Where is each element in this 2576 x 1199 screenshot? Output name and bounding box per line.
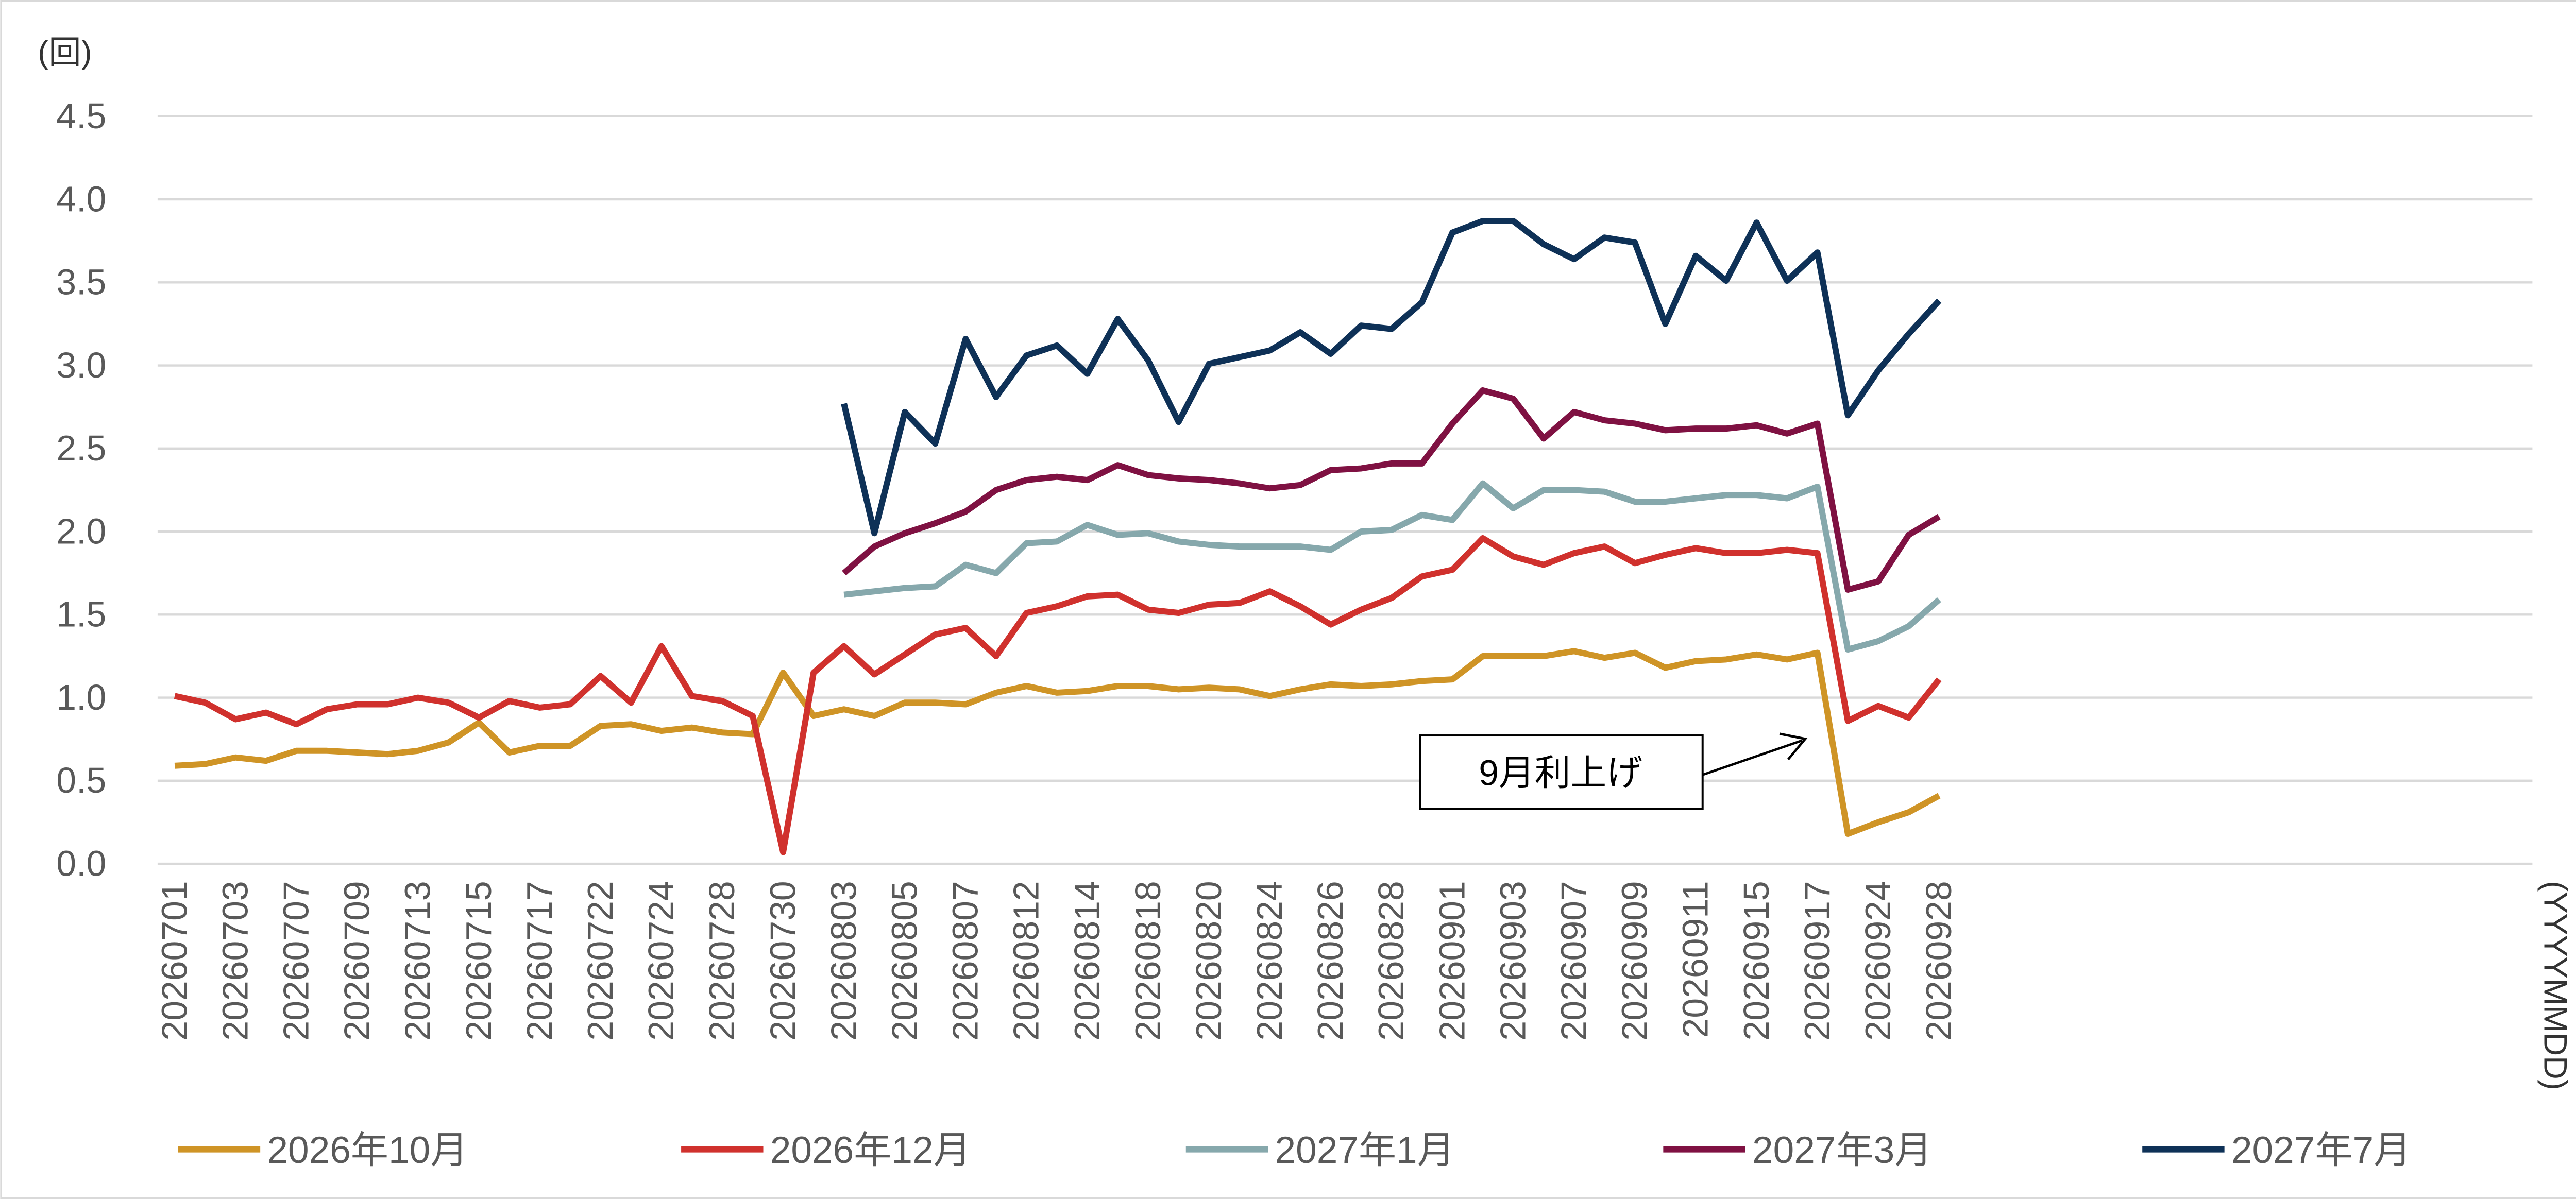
x-tick-label: 20260928 <box>1919 881 1959 1040</box>
series-line <box>174 535 1942 855</box>
x-tick-label: 20260907 <box>1554 881 1594 1040</box>
y-axis-label: (回) <box>38 35 92 71</box>
x-tick-label: 20260805 <box>884 881 924 1040</box>
annotation-box <box>1419 734 1704 810</box>
legend-label: 2026年10月 <box>267 1129 468 1171</box>
x-tick-label: 20260911 <box>1675 881 1716 1038</box>
x-tick-label: 20260814 <box>1067 881 1107 1040</box>
y-tick-label: 2.0 <box>56 511 106 551</box>
y-tick-label: 3.0 <box>56 345 106 385</box>
x-tick-label: 20260826 <box>1310 881 1350 1040</box>
x-tick-label: 20260803 <box>823 881 863 1040</box>
y-tick-label: 4.5 <box>56 96 106 136</box>
x-tick-label: 20260915 <box>1736 881 1776 1040</box>
x-tick-label: 20260728 <box>702 881 742 1040</box>
x-tick-label: 20260715 <box>459 881 499 1040</box>
x-tick-label: 20260709 <box>337 881 377 1040</box>
annotation-arrowhead <box>1779 732 1808 760</box>
x-tick-label: 20260903 <box>1493 881 1533 1040</box>
x-tick-label: 20260701 <box>154 881 194 1040</box>
series-line <box>841 218 1942 537</box>
x-tick-label: 20260820 <box>1189 881 1229 1040</box>
x-tick-label: 20260724 <box>641 881 681 1040</box>
x-tick-label: 20260730 <box>762 881 803 1040</box>
x-axis-label: (YYYYMMDD) <box>2537 881 2573 1090</box>
x-tick-label: 20260713 <box>398 881 438 1040</box>
x-tick-label: 20260722 <box>580 881 620 1040</box>
x-tick-label: 20260909 <box>1615 881 1655 1040</box>
x-tick-label: 20260807 <box>945 881 986 1040</box>
x-tick-label: 20260703 <box>215 881 255 1040</box>
legend-label: 2027年1月 <box>1275 1129 1454 1171</box>
series-line <box>843 480 1941 653</box>
y-tick-label: 2.5 <box>56 428 106 468</box>
legend-label: 2026年12月 <box>770 1129 971 1171</box>
annotation-arrow <box>1702 739 1803 776</box>
y-tick-label: 0.0 <box>56 843 106 883</box>
x-tick-label: 20260717 <box>519 881 560 1040</box>
series-line <box>174 648 1941 837</box>
annotation-text: 9月利上げ <box>1479 752 1642 793</box>
y-tick-label: 4.0 <box>56 179 106 219</box>
legend-label: 2027年3月 <box>1752 1129 1932 1171</box>
x-tick-label: 20260924 <box>1858 881 1898 1040</box>
series-line <box>842 387 1941 593</box>
x-tick-label: 20260917 <box>1797 881 1837 1040</box>
y-tick-label: 1.5 <box>56 594 106 635</box>
x-tick-label: 20260901 <box>1432 881 1472 1040</box>
x-tick-label: 20260824 <box>1249 881 1290 1040</box>
x-tick-label: 20260828 <box>1371 881 1411 1040</box>
y-tick-label: 1.0 <box>56 677 106 717</box>
legend-label: 2027年7月 <box>2231 1129 2411 1171</box>
y-tick-label: 3.5 <box>56 262 106 302</box>
y-tick-label: 0.5 <box>56 760 106 800</box>
x-tick-label: 20260707 <box>276 881 316 1040</box>
x-tick-label: 20260812 <box>1006 881 1046 1040</box>
x-tick-label: 20260818 <box>1128 881 1168 1040</box>
